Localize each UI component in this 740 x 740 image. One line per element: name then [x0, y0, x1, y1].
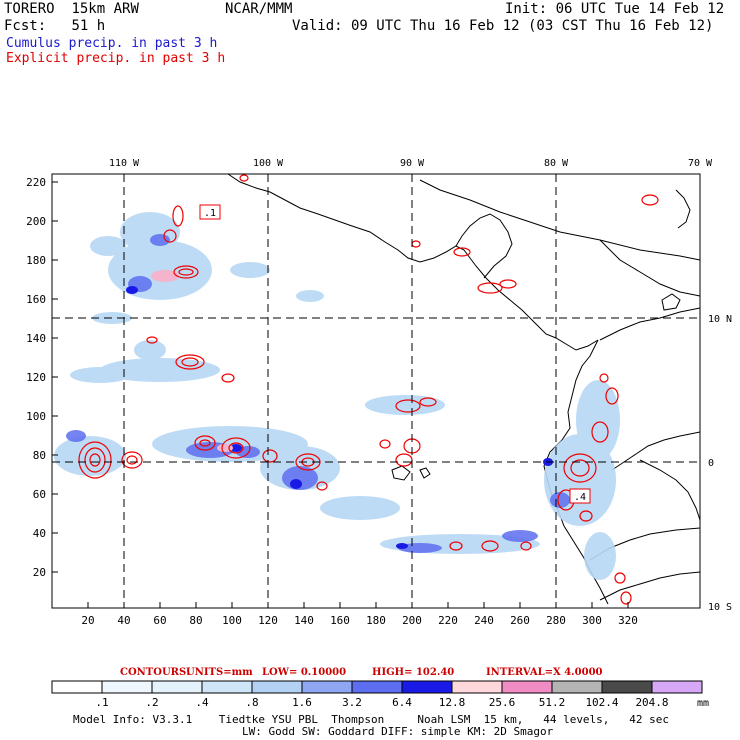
color-bar-swatch: [101, 680, 153, 694]
coastlines: [227, 173, 701, 605]
x-tick-label: 300: [582, 614, 602, 627]
y-tick-label: 200: [26, 215, 46, 228]
x-tick-label: 220: [438, 614, 458, 627]
x-tick-label: 280: [546, 614, 566, 627]
contour-label-2: .4: [574, 492, 586, 503]
color-bar-unit: mm: [697, 698, 709, 709]
color-bar-tick-label: .8: [245, 696, 258, 709]
color-bar-tick-label: 25.6: [489, 696, 516, 709]
physics-info-line: LW: Godd SW: Goddard DIFF: simple KM: 2D…: [242, 725, 554, 738]
x-tick-label: 40: [117, 614, 130, 627]
x-tick-label: 320: [618, 614, 638, 627]
y-tick-label: 20: [33, 566, 46, 579]
longitude-labels: 110 W 100 W 90 W 80 W 70 W: [109, 158, 713, 169]
lon-label-110w: 110 W: [109, 158, 140, 169]
y-tick-label: 160: [26, 293, 46, 306]
x-tick-label: 60: [153, 614, 166, 627]
latlon-grid: [52, 174, 700, 608]
x-tick-label: 200: [402, 614, 422, 627]
color-bar-swatch: [201, 680, 253, 694]
color-bar-swatch: [451, 680, 503, 694]
y-tick-label: 140: [26, 332, 46, 345]
lat-label-0: 0: [708, 458, 714, 469]
color-bar-ticks: .1 .2 .4 .8 1.6 3.2 6.4 12.8 25.6 51.2 102.4 204.8: [95, 696, 668, 709]
lon-label-70w: 70 W: [688, 158, 713, 169]
color-bar-tick-label: 6.4: [392, 696, 412, 709]
x-tick-label: 140: [294, 614, 314, 627]
color-bar-swatch: [651, 680, 703, 694]
lon-label-100w: 100 W: [253, 158, 284, 169]
y-tick-label: 100: [26, 410, 46, 423]
x-tick-label: 180: [366, 614, 386, 627]
contour-label-1: .1: [204, 208, 216, 219]
model-name: TORERO 15km ARW: [4, 1, 139, 17]
x-tick-label: 240: [474, 614, 494, 627]
x-tick-label: 120: [258, 614, 278, 627]
cumulus-precip-shading: [54, 212, 620, 580]
init-time: Init: 06 UTC Tue 14 Feb 12: [505, 1, 725, 17]
explicit-legend: Explicit precip. in past 3 h: [6, 51, 226, 66]
contours-label: CONTOURS:: [120, 667, 190, 678]
y-tick-label: 180: [26, 254, 46, 267]
interval-label: INTERVAL=X 4.0000: [486, 667, 603, 678]
color-bar-tick-label: 204.8: [635, 696, 668, 709]
contour-label-box-2: [569, 488, 591, 504]
color-bar: [51, 680, 703, 694]
color-bar-swatch: [251, 680, 303, 694]
valid-time: Valid: 09 UTC Thu 16 Feb 12 (03 CST Thu …: [292, 18, 714, 34]
color-bar-tick-label: .1: [95, 696, 108, 709]
x-tick-label: 20: [81, 614, 94, 627]
color-bar-tick-label: .2: [145, 696, 158, 709]
contour-label-box-1: [199, 204, 221, 220]
forecast-hour: Fcst: 51 h: [4, 18, 106, 34]
color-bar-tick-label: 51.2: [539, 696, 566, 709]
org-label: NCAR/MMM: [225, 1, 293, 17]
y-axis: 220 200 180 160 140 120 100 80 60 40 20: [26, 176, 58, 579]
color-bar-tick-label: .4: [195, 696, 209, 709]
model-info-line: Model Info: V3.3.1 Tiedtke YSU PBL Thomp…: [73, 713, 670, 726]
lat-label-10s: 10 S: [708, 602, 732, 613]
x-axis: 20 40 60 80 100 120 140 160 180 200 220 240 260 280 30…: [81, 602, 638, 627]
y-tick-label: 60: [33, 488, 46, 501]
color-bar-swatch: [151, 680, 203, 694]
color-bar-tick-label: 1.6: [292, 696, 312, 709]
color-bar-tick-label: 3.2: [342, 696, 362, 709]
y-tick-label: 220: [26, 176, 46, 189]
latitude-labels: 10 N 0 10 S: [708, 314, 732, 613]
y-tick-label: 40: [33, 527, 46, 540]
high-label: HIGH= 102.40: [372, 667, 455, 678]
lon-label-90w: 90 W: [400, 158, 425, 169]
color-bar-swatch: [51, 680, 103, 694]
color-bar-swatch: [501, 680, 553, 694]
lat-label-10n: 10 N: [708, 314, 732, 325]
low-label: LOW= 0.10000: [262, 667, 347, 678]
x-tick-label: 100: [222, 614, 242, 627]
units-label: UNITS=mm: [186, 667, 253, 678]
lon-label-80w: 80 W: [544, 158, 569, 169]
cumulus-legend: Cumulus precip. in past 3 h: [6, 36, 218, 51]
x-tick-label: 80: [189, 614, 202, 627]
color-bar-swatch: [601, 680, 653, 694]
color-bar-swatch: [551, 680, 603, 694]
x-tick-label: 260: [510, 614, 530, 627]
color-bar-swatch: [301, 680, 353, 694]
color-bar-swatch: [401, 680, 453, 694]
color-bar-tick-label: 102.4: [585, 696, 618, 709]
x-tick-label: 160: [330, 614, 350, 627]
color-bar-swatch: [351, 680, 403, 694]
explicit-precip-contours: [78, 174, 659, 605]
y-tick-label: 120: [26, 371, 46, 384]
color-bar-tick-label: 12.8: [439, 696, 466, 709]
y-tick-label: 80: [33, 449, 46, 462]
